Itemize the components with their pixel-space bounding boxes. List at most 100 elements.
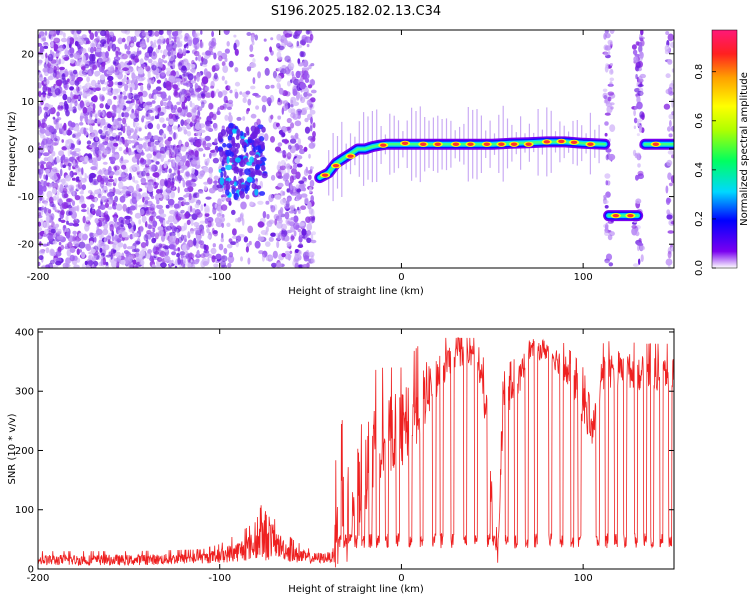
heatmap-noise-cell [666, 197, 672, 204]
snr-series [38, 337, 674, 568]
heatmap-cluster-cell [261, 172, 268, 179]
heatmap-noise-cell [90, 79, 97, 87]
heatmap-noise-cell [226, 41, 230, 47]
heatmap-noise-cell [147, 109, 153, 114]
heatmap-noise-cell [178, 48, 183, 54]
heatmap-noise-cell [173, 203, 180, 209]
heatmap-noise-cell [182, 244, 188, 251]
heatmap-noise-cell [44, 31, 48, 36]
heatmap-noise-cell [173, 125, 178, 130]
heatmap-noise-cell [124, 43, 128, 50]
heatmap-noise-cell [131, 156, 138, 163]
heatmap-noise-cell [112, 187, 116, 194]
heatmap-noise-cell [129, 87, 133, 93]
heatmap-noise-cell [69, 247, 76, 254]
heatmap-noise-cell [140, 177, 147, 184]
heatmap-noise-cell [635, 41, 640, 46]
heatmap-noise-cell [126, 50, 131, 55]
heatmap-noise-cell [122, 125, 126, 134]
heatmap-noise-cell [62, 79, 68, 85]
heatmap-noise-cell [60, 183, 63, 190]
heatmap-noise-cell [299, 51, 304, 58]
heatmap-noise-cell [113, 258, 121, 263]
heatmap-noise-cell [160, 100, 164, 106]
heatmap-noise-cell [118, 181, 124, 190]
heatmap-noise-cell [286, 188, 291, 193]
heatmap-noise-cell [166, 44, 173, 52]
heatmap-noise-cell [111, 260, 117, 268]
heatmap-noise-cell [605, 33, 611, 39]
heatmap-noise-cell [607, 96, 612, 102]
heatmap-noise-cell [667, 230, 674, 234]
heatmap-noise-cell [118, 120, 122, 124]
heatmap-noise-cell [276, 82, 281, 90]
heatmap-noise-cell [58, 58, 62, 65]
heatmap-cluster-cell [254, 154, 260, 159]
heatmap-noise-cell [94, 146, 99, 150]
heatmap-noise-cell [176, 101, 181, 106]
heatmap-noise-cell [189, 83, 194, 89]
heatmap-noise-cell [111, 146, 116, 154]
heatmap-noise-cell [312, 122, 316, 129]
heatmap-noise-cell [174, 265, 178, 268]
heatmap-noise-cell [60, 105, 63, 109]
heatmap-noise-cell [101, 110, 105, 118]
heatmap-noise-cell [140, 259, 145, 266]
heatmap-hot-spot-core [587, 142, 594, 146]
colorbar-tick-label: 0.4 [694, 162, 705, 178]
heatmap-noise-cell [83, 127, 87, 135]
heatmap-noise-cell [92, 59, 96, 64]
heatmap-noise-cell [38, 34, 42, 39]
heatmap-noise-cell [100, 195, 108, 203]
heatmap-noise-cell [176, 253, 181, 258]
heatmap-noise-cell [284, 33, 292, 38]
heatmap-noise-cell [605, 63, 609, 68]
heatmap-noise-cell [308, 153, 311, 159]
heatmap-noise-cell [114, 178, 118, 184]
heatmap-noise-cell [145, 101, 153, 106]
heatmap-noise-cell [43, 233, 47, 237]
heatmap-noise-cell [43, 221, 50, 228]
heatmap-noise-cell [293, 222, 300, 230]
heatmap-noise-cell [56, 231, 62, 235]
heatmap-noise-cell [633, 109, 636, 117]
heatmap-noise-cell [183, 129, 188, 135]
heatmap-noise-cell [99, 94, 105, 102]
heatmap-noise-cell [100, 30, 107, 37]
heatmap-noise-cell [312, 131, 316, 138]
heatmap-noise-cell [163, 219, 166, 227]
heatmap-noise-cell [138, 253, 143, 260]
heatmap-noise-cell [155, 110, 158, 116]
heatmap-noise-cell [228, 112, 232, 116]
heatmap-noise-cell [196, 249, 200, 257]
heatmap-noise-cell [283, 100, 289, 106]
y-tick-label: 400 [15, 327, 34, 338]
heatmap-noise-cell [95, 136, 99, 142]
heatmap-noise-cell [59, 66, 65, 71]
colorbar-ticks: 0.0 0.2 0.4 0.6 0.8 [694, 64, 716, 276]
heatmap-noise-cell [112, 199, 116, 207]
heatmap-cluster-cell [239, 130, 244, 137]
heatmap-noise-cell [56, 111, 60, 117]
heatmap-noise-cell [609, 30, 615, 34]
heatmap-noise-cell [212, 113, 217, 121]
heatmap-noise-cell [54, 223, 60, 228]
heatmap-noise-cell [604, 30, 609, 34]
heatmap-noise-cell [139, 58, 144, 66]
heatmap-noise-cell [603, 99, 608, 104]
heatmap-noise-cell [281, 107, 284, 115]
heatmap-noise-cell [224, 48, 230, 54]
heatmap-noise-cell [40, 163, 45, 170]
heatmap-noise-cell [190, 108, 197, 113]
heatmap-noise-cell [604, 224, 609, 230]
heatmap-noise-cell [235, 218, 239, 223]
heatmap-noise-cell [74, 220, 78, 227]
heatmap-noise-cell [159, 230, 164, 236]
heatmap-noise-cell [287, 167, 290, 174]
heatmap-noise-cell [295, 171, 301, 180]
heatmap-noise-cell [118, 234, 122, 238]
heatmap-noise-cell [294, 120, 302, 127]
heatmap-noise-cell [153, 178, 156, 183]
heatmap-noise-cell [638, 45, 643, 53]
heatmap-noise-cell [284, 253, 292, 260]
